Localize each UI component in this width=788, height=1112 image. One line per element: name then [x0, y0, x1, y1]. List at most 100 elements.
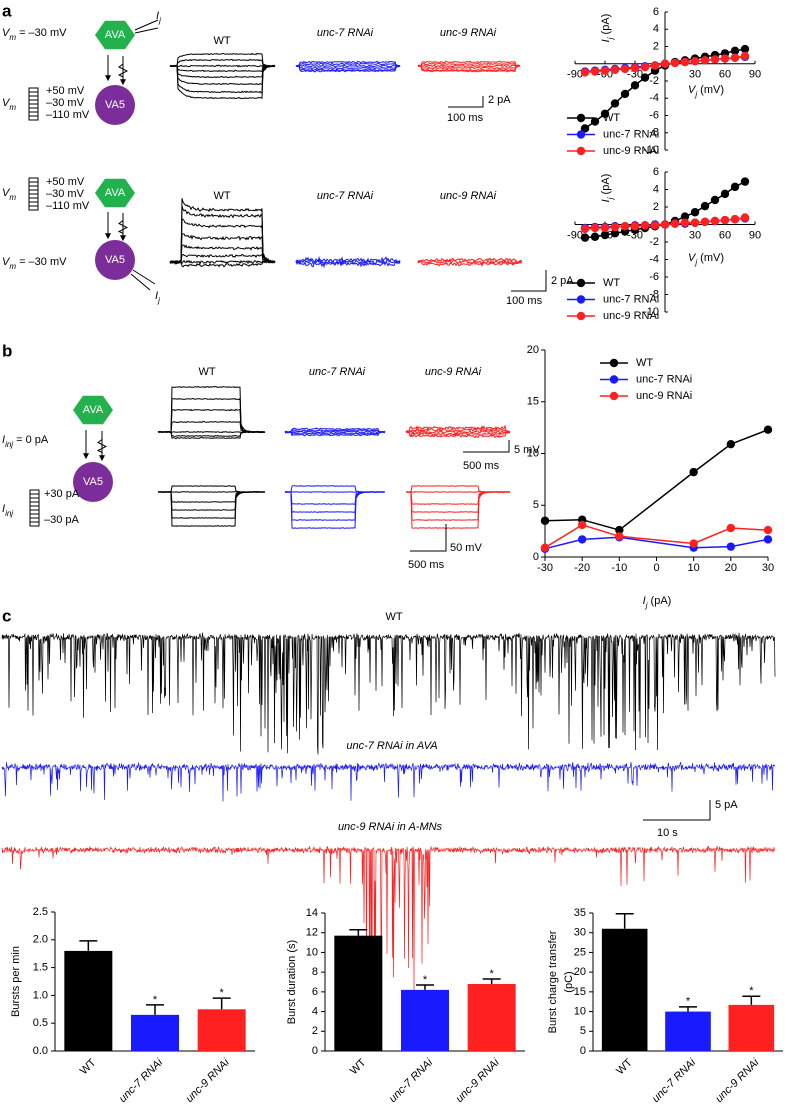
label-part: I [600, 39, 612, 42]
point [600, 66, 610, 75]
y-tick-label: 4 [312, 1005, 318, 1017]
trace-label: WT [385, 611, 402, 623]
trace [169, 64, 276, 68]
trace-label: WT [213, 35, 230, 47]
bar [334, 935, 383, 1051]
y-axis-label: (pC) [563, 971, 575, 992]
point [670, 58, 680, 68]
significance: * [153, 994, 158, 1006]
y-tick-label: 20 [527, 344, 539, 356]
point [726, 439, 736, 449]
step-icon [29, 489, 40, 527]
trace [405, 429, 511, 437]
point [650, 61, 660, 70]
label: Vm [2, 187, 16, 202]
trace [417, 64, 521, 73]
y-tick-label: 15 [527, 396, 539, 408]
y-tick-label: -2 [649, 236, 659, 248]
y-tick-label: 0.5 [33, 1017, 48, 1029]
point [580, 224, 590, 234]
point [720, 189, 730, 199]
y-tick-label: 25 [574, 946, 586, 958]
y-tick-label: 30 [574, 927, 586, 939]
neuron-va5 [95, 240, 135, 280]
trace [405, 491, 511, 505]
trace-label: WT [213, 190, 230, 202]
x-tick-label: 60 [719, 229, 731, 241]
point [740, 44, 750, 54]
label-part: m [9, 193, 16, 202]
trace [405, 424, 511, 434]
trace [406, 491, 511, 513]
point [700, 56, 710, 65]
label: Ij (pA) [600, 14, 615, 43]
trace [284, 430, 386, 436]
point [670, 219, 680, 228]
point [590, 223, 600, 233]
synapse-arrow [117, 213, 129, 242]
trace [284, 491, 385, 505]
x-tick-label: 90 [749, 69, 761, 81]
label-part: I [2, 434, 5, 446]
label-part: j [157, 296, 160, 305]
trace-label: unc-9 RNAi in A-MNs [338, 821, 443, 833]
trace [169, 218, 276, 265]
trace [158, 397, 266, 434]
trace [169, 253, 276, 265]
y-tick-label: 14 [306, 907, 318, 919]
trace [158, 491, 265, 511]
x-tick-label: 30 [689, 229, 701, 241]
trace [1, 632, 776, 755]
y-tick-label: -8 [649, 288, 659, 300]
trace [284, 485, 385, 493]
x-tick-label: 0 [653, 562, 659, 574]
label: Ij [155, 290, 160, 305]
trace [157, 491, 266, 519]
label: Vj (mV) [688, 252, 724, 267]
bar [665, 1011, 711, 1051]
scale-label: 50 mV [450, 542, 482, 554]
scale-bar [643, 800, 711, 821]
point [580, 233, 590, 242]
trace [405, 426, 511, 434]
label-part: = 0 pA [13, 434, 49, 446]
point [650, 221, 660, 230]
y-tick-label: 0 [580, 1045, 586, 1057]
point [680, 57, 690, 67]
point [690, 56, 700, 66]
label-part: = –30 mV [16, 256, 67, 268]
y-tick-label: 20 [574, 966, 586, 978]
label-part: V [688, 84, 697, 96]
label-part: inj [5, 509, 13, 518]
legend-label: unc-7 RNAi [636, 373, 692, 385]
label-part: j [158, 16, 161, 25]
synapse-arrow [117, 56, 129, 86]
point [680, 218, 690, 227]
electrode [134, 27, 159, 34]
point [730, 46, 740, 56]
y-tick-label: -8 [649, 127, 659, 139]
x-tick-label: unc-7 RNAi [387, 1056, 436, 1105]
point [740, 213, 750, 222]
legend-label: unc-9 RNAi [603, 310, 659, 322]
point [540, 543, 550, 552]
scale-label: 500 ms [463, 460, 500, 472]
trace [295, 259, 401, 269]
point [577, 535, 587, 544]
label: Iinj [2, 503, 13, 518]
y-tick-label: -4 [649, 253, 659, 265]
trace [169, 64, 276, 86]
y-tick-label: -10 [643, 144, 659, 156]
label-part: V [2, 187, 11, 199]
trace [169, 244, 276, 265]
scale-label: 5 mV [514, 444, 540, 456]
series-line [544, 536, 769, 550]
trace [284, 427, 386, 434]
y-tick-label: -6 [649, 109, 659, 121]
scale-label: 2 pA [551, 275, 574, 287]
trace [418, 64, 521, 68]
trace [284, 428, 386, 434]
x-tick-label: 10 [688, 562, 700, 574]
step-label: +50 mV [46, 176, 85, 188]
x-tick-label: 30 [762, 562, 774, 574]
